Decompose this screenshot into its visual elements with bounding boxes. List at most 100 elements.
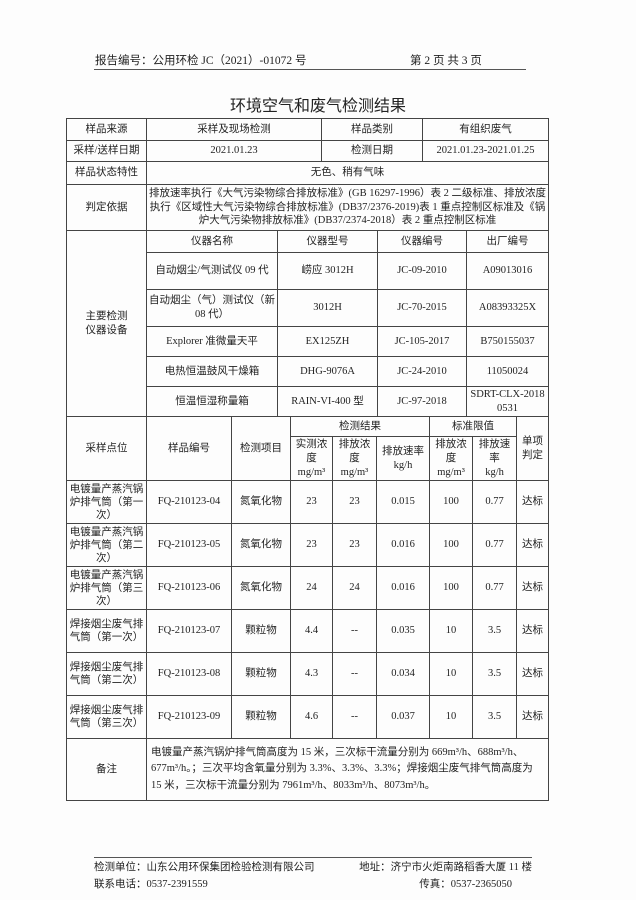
result-row: 电镀量产蒸汽锅炉排气筒（第一次） FQ-210123-04 氮氧化物 23 23 0.01… — [66, 480, 550, 525]
instrument-table: 主要检测仪器设备 仪器名称 仪器型号 仪器编号 出厂编号 自动烟尘/气测试仪 09 代… — [66, 229, 549, 418]
cell: 10 — [429, 652, 474, 697]
cell: JC-105-2017 — [377, 326, 467, 357]
cell: 0.016 — [375, 523, 431, 568]
footer: 检测单位：山东公用环保集团检验检测有限公司 地址：济宁市火炬南路稻香大厦 11 … — [94, 857, 532, 892]
cell: 氮氧化物 — [231, 523, 291, 568]
cell: 恒温恒湿称量箱 — [146, 385, 278, 418]
footer-row: 联系电话：0537-2391559 传真：0537-2365050 — [94, 875, 532, 892]
cell: FQ-210123-04 — [146, 480, 232, 525]
cell: JC-09-2010 — [377, 252, 467, 290]
cell: 4.6 — [290, 695, 333, 740]
cell: 23 — [332, 523, 377, 568]
test-date-value: 2021.01.23-2021.01.25 — [422, 140, 549, 162]
unit: kg/h — [485, 466, 504, 478]
cell: Explorer 准微量天平 — [146, 326, 278, 357]
header-divider — [94, 69, 526, 70]
cell: JC-97-2018 — [377, 385, 467, 418]
cell: 达标 — [516, 609, 550, 654]
report-body: 样品来源 采样及现场检测 样品类别 有组织废气 采样/送样日期 2021.01.23 检测… — [66, 118, 550, 893]
remarks-text: 电镀量产蒸汽锅炉排气筒高度为 15 米，三次标干流量分别为 669m³/h、68… — [145, 738, 550, 802]
page-number: 第 2 页 共 3 页 — [410, 55, 482, 67]
cell: 达标 — [516, 480, 550, 525]
state-label: 样品状态特性 — [66, 161, 147, 185]
cell: 0.034 — [375, 652, 431, 697]
remarks-label: 备注 — [66, 738, 147, 802]
instrument-row: 自动烟尘/气测试仪 09 代崂应 3012H JC-09-2010 A0901301… — [67, 252, 549, 290]
header-limit-rate: 排放速率 kg/h — [472, 436, 518, 482]
cell: 自动烟尘/气测试仪 09 代 — [146, 252, 278, 290]
cell: 23 — [290, 480, 333, 525]
footer-fax: 传真：0537-2365050 — [419, 879, 512, 891]
cell: 崂应 3012H — [277, 252, 378, 290]
instrument-header: 出厂编号 — [466, 230, 549, 253]
header-emission-rate: 排放速率 kg/h — [375, 436, 431, 482]
cell: 10 — [429, 609, 474, 654]
cell: DHG-9076A — [277, 356, 378, 387]
result-row: 焊接烟尘废气排气筒（第三次） FQ-210123-09 颗粒物 4.6 -- 0.037 1… — [66, 695, 550, 740]
cell: 3.5 — [472, 609, 518, 654]
instrument-label: 主要检测仪器设备 — [66, 229, 147, 418]
label: 排放速率 — [478, 439, 511, 464]
cell: 0.016 — [375, 566, 431, 611]
cell: 电热恒温鼓风干燥箱 — [146, 356, 278, 387]
cell: 3.5 — [472, 652, 518, 697]
cell: FQ-210123-07 — [146, 609, 232, 654]
cell: 100 — [429, 480, 474, 525]
cell: 电镀量产蒸汽锅炉排气筒（第二次） — [66, 523, 147, 568]
results-table: 采样点位 样品编号 检测项目 检测结果 标准限值 单项判定 实测浓度 mg/m³ … — [66, 416, 550, 802]
cell: JC-70-2015 — [377, 289, 467, 327]
header-judge: 单项判定 — [516, 416, 550, 482]
source-value: 采样及现场检测 — [146, 118, 322, 141]
instrument-row: 恒温恒湿称量箱 RAIN-VI-400 型 JC-97-2018 SDRT-CLX-2… — [67, 385, 549, 418]
cell: 0.037 — [375, 695, 431, 740]
page-title: 环境空气和废气检测结果 — [229, 98, 406, 115]
cell: RAIN-VI-400 型 — [277, 385, 378, 418]
basis-label: 判定依据 — [66, 184, 147, 231]
header-limit-group: 标准限值 — [429, 416, 518, 438]
cell: FQ-210123-08 — [146, 652, 232, 697]
unit: mg/m³ — [340, 466, 369, 478]
cell: 达标 — [516, 652, 550, 697]
cell: 10 — [429, 695, 474, 740]
cell: EX125ZH — [277, 326, 378, 357]
cell: SDRT-CLX-20180531 — [466, 385, 549, 418]
cell: 达标 — [516, 695, 550, 740]
result-row: 焊接烟尘废气排气筒（第二次） FQ-210123-08 颗粒物 4.3 -- 0.034 1… — [66, 652, 550, 697]
unit: kg/h — [393, 459, 413, 471]
header-item: 检测项目 — [231, 416, 291, 482]
result-row: 焊接烟尘废气排气筒（第一次） FQ-210123-07 颗粒物 4.4 -- 0.035 1… — [66, 609, 550, 654]
footer-address: 地址：济宁市火炬南路稻香大厦 11 楼 — [359, 862, 532, 874]
unit: mg/m³ — [297, 466, 326, 478]
cell: 4.4 — [290, 609, 333, 654]
cell: A09013016 — [466, 252, 549, 290]
basis-value: 排放速率执行《大气污染物综合排放标准》(GB 16297-1996）表 2 二级… — [146, 184, 549, 231]
cell: 0.77 — [472, 566, 518, 611]
cell: 100 — [429, 523, 474, 568]
state-value: 无色、稍有气味 — [146, 161, 549, 185]
instrument-header: 仪器名称 — [146, 230, 278, 253]
cell: 氮氧化物 — [231, 480, 291, 525]
cell: 焊接烟尘废气排气筒（第三次） — [66, 695, 147, 740]
cell: 0.035 — [375, 609, 431, 654]
footer-row: 检测单位：山东公用环保集团检验检测有限公司 地址：济宁市火炬南路稻香大厦 11 … — [94, 858, 532, 875]
label: 排放速率 — [382, 446, 425, 458]
report-number: 报告编号：公用环检 JC（2021）-01072 号 — [95, 55, 307, 67]
type-label: 样品类别 — [321, 118, 423, 141]
cell: 焊接烟尘废气排气筒（第二次） — [66, 652, 147, 697]
cell: -- — [332, 609, 377, 654]
cell: 3.5 — [472, 695, 518, 740]
sample-date-label: 采样/送样日期 — [66, 140, 147, 162]
header-result-group: 检测结果 — [289, 416, 431, 438]
cell: 颗粒物 — [231, 695, 291, 740]
cell: 0.77 — [472, 523, 518, 568]
result-row: 电镀量产蒸汽锅炉排气筒（第二次） FQ-210123-05 氮氧化物 23 23 0.01… — [66, 523, 550, 568]
cell: -- — [332, 695, 377, 740]
cell: 24 — [290, 566, 333, 611]
cell: -- — [332, 652, 377, 697]
cell: 达标 — [516, 566, 550, 611]
instrument-row: Explorer 准微量天平 EX125ZH JC-105-2017 B7501550… — [67, 326, 549, 357]
label: 排放浓度 — [435, 439, 467, 464]
type-value: 有组织废气 — [422, 118, 549, 141]
cell: B750155037 — [466, 326, 549, 357]
